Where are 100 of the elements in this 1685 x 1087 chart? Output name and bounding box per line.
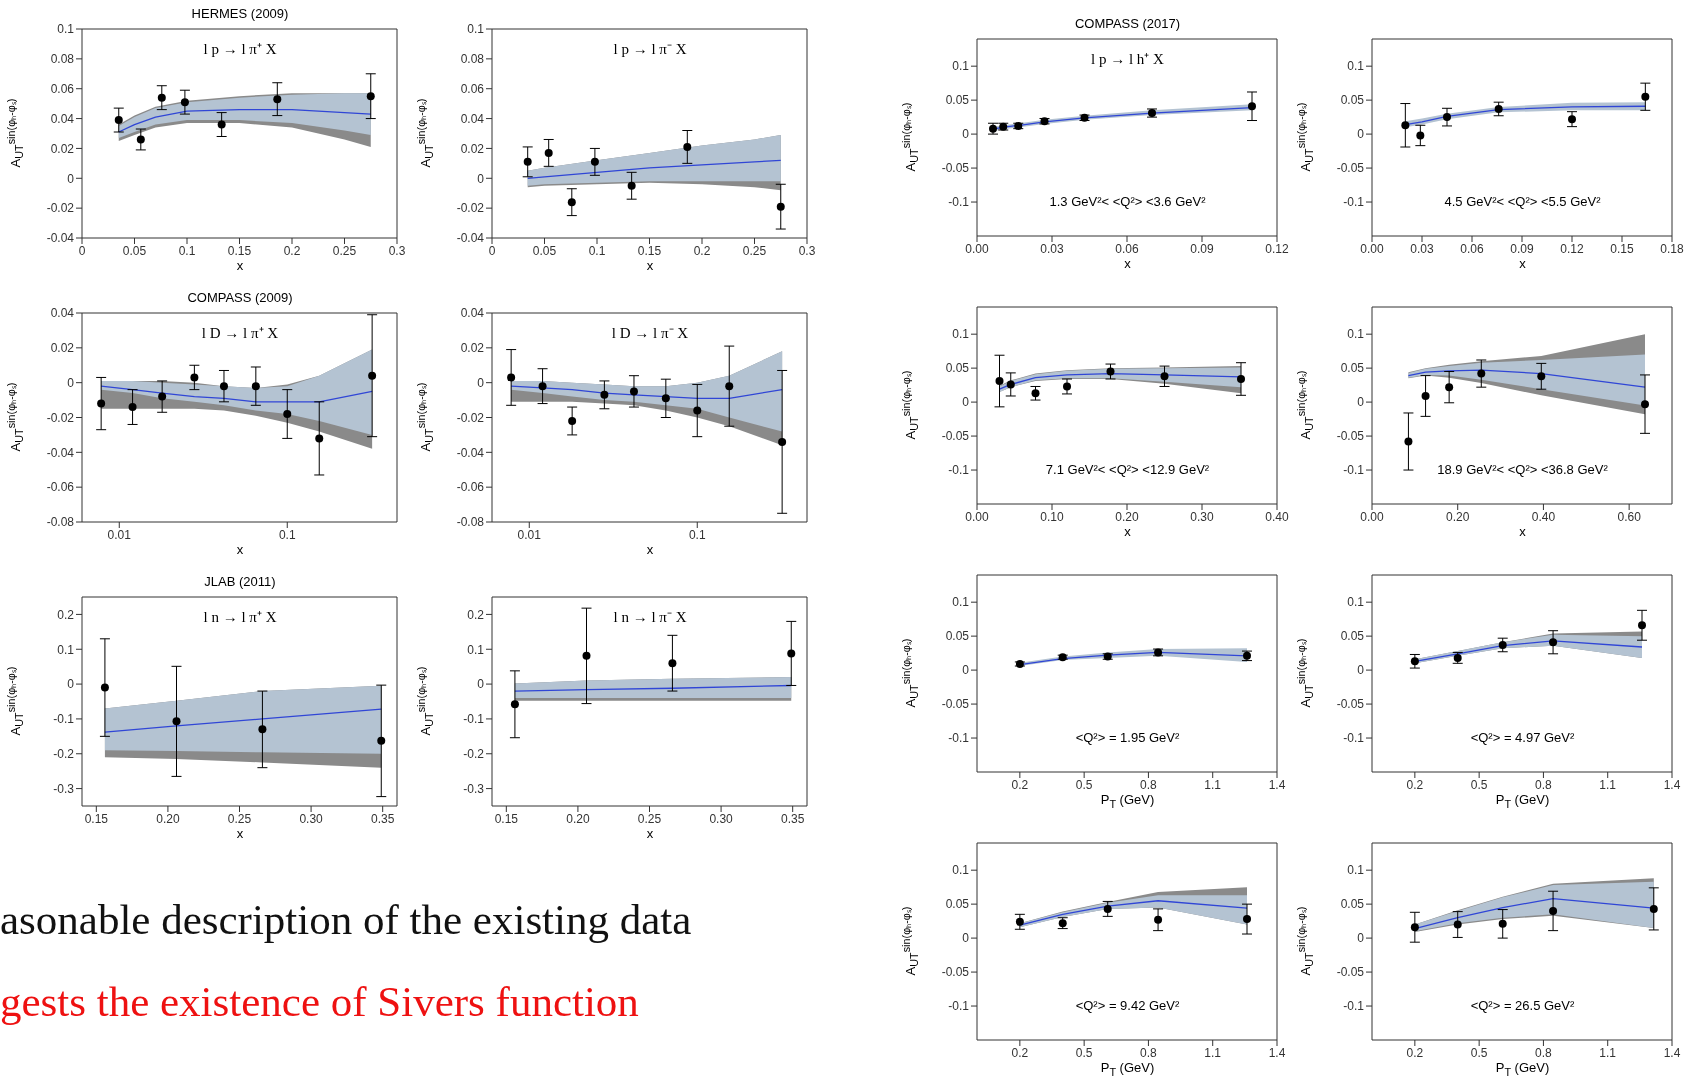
point (1549, 906, 1558, 915)
x-axis-title: x (645, 258, 655, 273)
y-tick-label: -0.08 (46, 515, 75, 530)
x-tick-label: 0.8 (1535, 777, 1553, 792)
x-tick-label: 0.2 (693, 243, 711, 258)
text: asonable description of the existing data (0, 895, 692, 944)
x-tick-label: 0.01 (107, 527, 132, 542)
x-tick-label: 1.4 (1663, 1045, 1681, 1060)
point (1237, 375, 1245, 384)
x-tick-label: 0.15 (494, 811, 519, 826)
x-tick-label: 0.35 (781, 811, 805, 826)
point (1248, 102, 1256, 111)
x-tick-label: 0.30 (299, 811, 324, 826)
point (258, 725, 267, 734)
x-tick-label: 0.8 (1140, 777, 1158, 792)
y-tick-label: -0.04 (456, 231, 485, 246)
y-tick-label: 0 (477, 375, 485, 390)
point (600, 390, 609, 399)
point (661, 394, 670, 403)
x-tick-label: 0.25 (332, 243, 357, 258)
y-tick-label: 0 (477, 677, 485, 692)
x-tick-label: 0 (78, 243, 86, 258)
y-tick-label: 0.1 (1347, 863, 1365, 878)
point (1445, 383, 1454, 392)
x-tick-label: 0.1 (278, 527, 296, 542)
point (219, 382, 228, 391)
y-tick-label: -0.1 (948, 999, 970, 1014)
point (1638, 621, 1646, 630)
y-tick-label: 0.1 (952, 863, 970, 878)
point (251, 382, 260, 391)
y-tick-label: 0.1 (467, 642, 485, 657)
y-tick-label: 0.1 (467, 22, 485, 37)
point (1494, 104, 1503, 113)
x-tick-label: 0.20 (1115, 509, 1139, 524)
point (1404, 437, 1413, 446)
chart-title: JLAB (2011) (203, 574, 277, 589)
x-tick-label: 1.1 (1599, 1045, 1617, 1060)
x-tick-label: 0.25 (742, 243, 767, 258)
annotation: 4.5 GeV²< <Q²> <5.5 GeV² (1443, 194, 1602, 209)
point (1103, 904, 1112, 913)
x-tick-label: 0.3 (388, 243, 406, 258)
point (1498, 640, 1507, 649)
point (1410, 923, 1419, 932)
y-tick-label: -0.05 (1336, 697, 1365, 712)
y-tick-label: 0.05 (945, 361, 970, 376)
x-tick-label: 0.00 (1360, 509, 1384, 524)
point (190, 373, 199, 382)
x-tick-label: 0.40 (1531, 509, 1556, 524)
x-tick-label: 1.4 (1268, 1045, 1286, 1060)
x-tick-label: 0.5 (1075, 1045, 1093, 1060)
x-tick-label: 0.30 (709, 811, 734, 826)
y-tick-label: 0.06 (50, 81, 75, 96)
x-tick-label: 0.20 (566, 811, 590, 826)
chart-title: HERMES (2009) (190, 6, 290, 21)
annotation: l p → l π⁺ X (202, 40, 278, 58)
y-tick-label: 0 (1357, 931, 1365, 946)
point (538, 382, 547, 391)
y-tick-label: 0 (477, 171, 485, 186)
point (157, 93, 166, 102)
point (315, 434, 324, 443)
annotation: 7.1 GeV²< <Q²> <12.9 GeV² (1044, 462, 1211, 477)
y-tick-label: -0.2 (53, 747, 75, 762)
annotation: 18.9 GeV²< <Q²> <36.8 GeV² (1436, 462, 1609, 477)
x-tick-label: 0.25 (637, 811, 662, 826)
x-axis-title: x (235, 542, 245, 557)
point (523, 157, 532, 166)
x-tick-label: 0.3 (798, 243, 816, 258)
y-tick-label: 0.02 (460, 341, 485, 356)
point (377, 736, 386, 745)
x-tick-label: 0.06 (1115, 241, 1139, 256)
y-tick-label: 0.04 (460, 111, 485, 126)
point (568, 416, 577, 425)
x-axis-title: x (645, 542, 655, 557)
y-tick-label: -0.3 (53, 781, 75, 796)
point (629, 387, 638, 396)
x-tick-label: 0.01 (517, 527, 542, 542)
y-tick-label: 0.04 (50, 306, 75, 321)
y-tick-label: -0.04 (46, 231, 75, 246)
point (582, 651, 591, 660)
point (1649, 904, 1658, 913)
y-tick-label: -0.1 (1343, 999, 1365, 1014)
point (1549, 638, 1558, 647)
x-tick-label: 0.15 (84, 811, 109, 826)
x-axis-title: x (645, 826, 655, 841)
point (787, 649, 796, 658)
point (510, 700, 519, 709)
y-tick-label: 0 (67, 171, 75, 186)
point (668, 659, 677, 668)
y-tick-label: 0.08 (50, 52, 75, 67)
point (1410, 657, 1419, 666)
y-tick-label: 0.1 (1347, 595, 1365, 610)
point (283, 410, 292, 419)
point (158, 392, 167, 401)
x-tick-label: 0.2 (283, 243, 301, 258)
y-tick-label: 0.1 (57, 642, 75, 657)
y-tick-label: 0 (962, 127, 970, 142)
point (1063, 382, 1071, 391)
x-tick-label: 0.05 (532, 243, 557, 258)
x-tick-label: 0.2 (1011, 777, 1029, 792)
x-tick-label: 0.20 (1446, 509, 1470, 524)
